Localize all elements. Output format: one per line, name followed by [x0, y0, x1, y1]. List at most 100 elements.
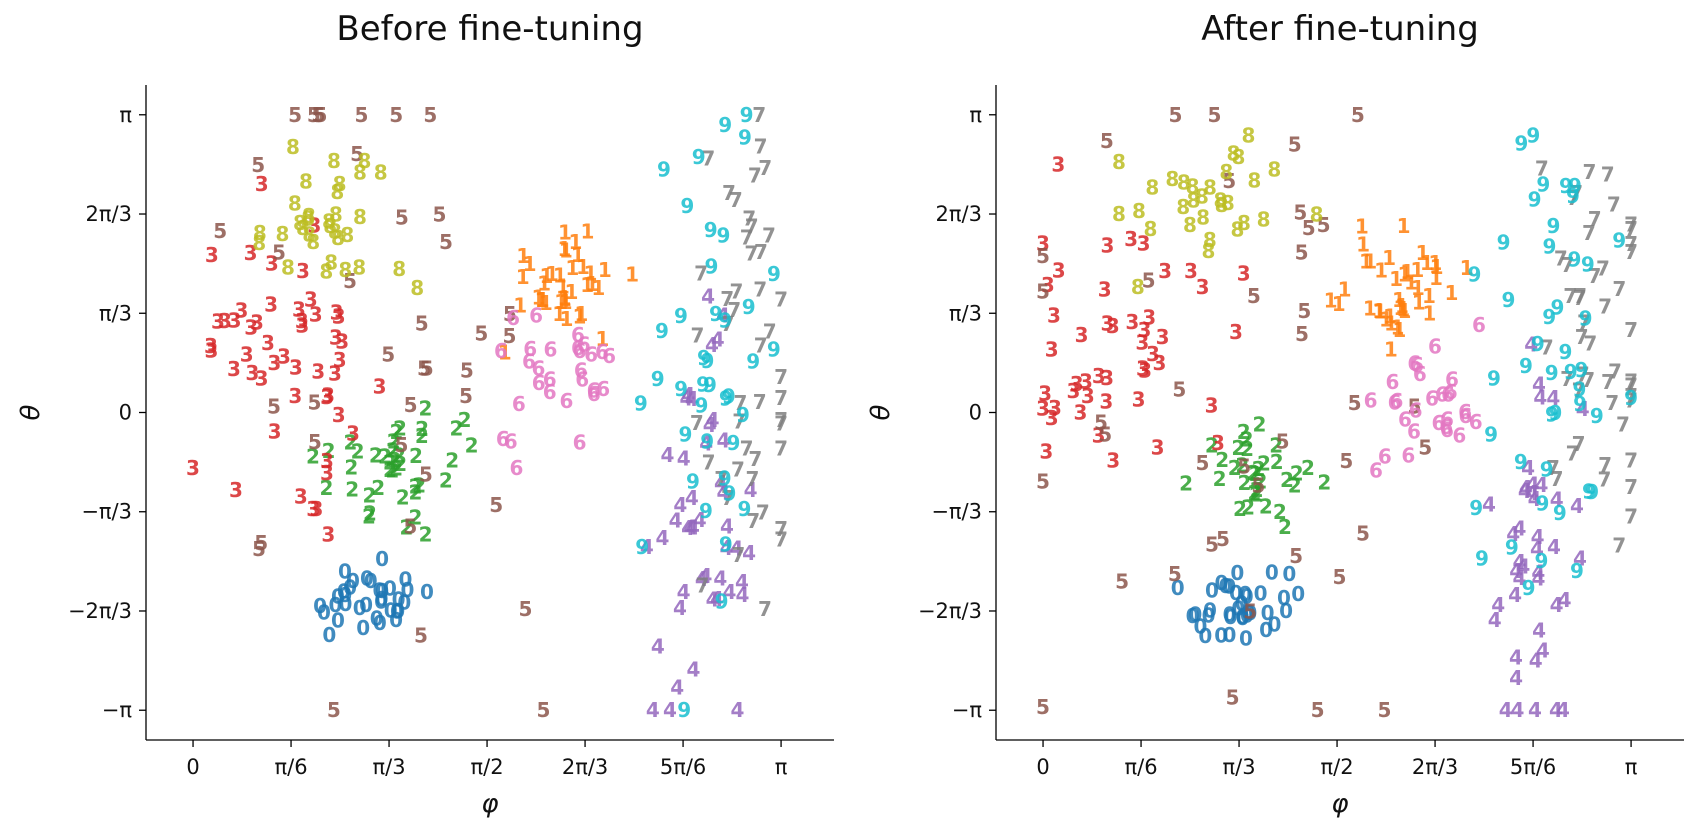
point-digit-4: 4 — [670, 676, 684, 700]
point-digit-5: 5 — [414, 624, 428, 648]
point-digit-9: 9 — [1522, 576, 1536, 600]
point-digit-4: 4 — [706, 588, 720, 612]
point-digit-0: 0 — [328, 593, 342, 617]
point-digit-3: 3 — [1137, 231, 1151, 255]
point-digit-2: 2 — [386, 439, 400, 463]
point-digit-4: 4 — [1549, 698, 1563, 722]
point-digit-3: 3 — [245, 361, 259, 385]
point-digit-5: 5 — [395, 206, 409, 230]
point-digit-7: 7 — [1624, 213, 1638, 237]
point-digit-1: 1 — [523, 252, 537, 276]
point-digit-1: 1 — [1396, 297, 1410, 321]
point-digit-3: 3 — [292, 298, 306, 322]
point-digit-1: 1 — [558, 221, 572, 245]
point-digit-5: 5 — [1407, 395, 1421, 419]
point-digit-7: 7 — [774, 528, 788, 552]
point-digit-6: 6 — [512, 392, 526, 416]
point-digit-9: 9 — [1612, 228, 1626, 252]
point-digit-9: 9 — [767, 337, 781, 361]
point-digit-1: 1 — [595, 327, 609, 351]
point-digit-7: 7 — [748, 164, 762, 188]
point-digit-8: 8 — [1187, 189, 1201, 213]
point-digit-0: 0 — [1254, 582, 1268, 606]
point-digit-8: 8 — [353, 161, 367, 185]
point-digit-5: 5 — [213, 219, 227, 243]
point-digit-6: 6 — [587, 379, 601, 403]
point-digit-7: 7 — [720, 287, 734, 311]
point-digit-7: 7 — [1598, 295, 1612, 319]
point-digit-6: 6 — [506, 306, 520, 330]
point-digit-5: 5 — [1348, 391, 1362, 415]
point-digit-1: 1 — [1460, 256, 1474, 280]
point-digit-5: 5 — [251, 153, 265, 177]
point-digit-4: 4 — [1482, 493, 1496, 517]
point-digit-9: 9 — [1582, 479, 1596, 503]
point-digit-6: 6 — [573, 431, 587, 455]
point-digit-7: 7 — [748, 447, 762, 471]
point-digit-6: 6 — [1441, 383, 1455, 407]
point-digit-3: 3 — [332, 304, 346, 328]
chart-title: After fine-tuning — [1201, 9, 1479, 49]
point-digit-2: 2 — [1213, 467, 1227, 491]
point-digit-0: 0 — [337, 580, 351, 604]
point-digit-3: 3 — [320, 385, 334, 409]
point-digit-0: 0 — [390, 599, 404, 623]
point-digit-0: 0 — [1259, 618, 1273, 642]
point-digit-7: 7 — [1582, 221, 1596, 245]
point-digit-3: 3 — [211, 310, 225, 334]
point-digit-5: 5 — [419, 462, 433, 486]
point-digit-2: 2 — [362, 483, 376, 507]
point-digit-8: 8 — [275, 222, 289, 246]
point-digit-1: 1 — [536, 288, 550, 312]
point-digit-4: 4 — [719, 536, 733, 560]
point-digit-5: 5 — [1098, 423, 1112, 447]
point-digit-5: 5 — [1237, 454, 1251, 478]
point-digit-5: 5 — [272, 240, 286, 264]
point-digit-3: 3 — [1074, 400, 1088, 424]
point-digit-7: 7 — [729, 280, 743, 304]
point-digit-9: 9 — [1505, 535, 1519, 559]
point-digit-9: 9 — [677, 698, 691, 722]
point-digit-9: 9 — [736, 403, 750, 427]
point-digit-9: 9 — [1528, 188, 1542, 212]
point-digit-2: 2 — [386, 458, 400, 482]
point-digit-5: 5 — [1351, 103, 1365, 127]
point-digit-9: 9 — [699, 499, 713, 523]
point-digit-4: 4 — [730, 698, 744, 722]
point-digit-1: 1 — [1422, 301, 1436, 325]
point-digit-1: 1 — [1383, 304, 1397, 328]
point-digit-0: 0 — [1291, 582, 1305, 606]
point-digit-6: 6 — [1452, 423, 1466, 447]
point-digit-6: 6 — [1469, 410, 1483, 434]
point-digit-4: 4 — [693, 508, 707, 532]
point-digit-1: 1 — [1400, 260, 1414, 284]
point-digit-8: 8 — [322, 210, 336, 234]
point-digit-8: 8 — [374, 160, 388, 184]
point-digit-1: 1 — [1393, 296, 1407, 320]
point-digit-7: 7 — [774, 288, 788, 312]
point-digit-7: 7 — [1624, 384, 1638, 408]
point-digit-0: 0 — [1186, 604, 1200, 628]
point-digit-3: 3 — [333, 348, 347, 372]
point-digit-8: 8 — [340, 223, 354, 247]
point-digit-8: 8 — [1183, 213, 1197, 237]
point-digit-0: 0 — [398, 568, 412, 592]
point-digit-4: 4 — [742, 541, 756, 565]
x-tick-label: π/2 — [1321, 755, 1354, 779]
point-digit-7: 7 — [701, 146, 715, 170]
point-digit-2: 2 — [1228, 456, 1242, 480]
chart-title: Before fine-tuning — [336, 9, 643, 49]
point-digit-9: 9 — [1568, 248, 1582, 272]
point-digit-4: 4 — [1509, 559, 1523, 583]
point-digit-1: 1 — [552, 302, 566, 326]
point-digit-5: 5 — [1276, 430, 1290, 454]
point-digit-8: 8 — [302, 204, 316, 228]
point-digit-6: 6 — [584, 343, 598, 367]
point-digit-3: 3 — [1205, 394, 1219, 418]
point-digit-0: 0 — [1236, 605, 1250, 629]
point-digit-7: 7 — [774, 408, 788, 432]
point-digit-5: 5 — [537, 698, 551, 722]
point-digit-4: 4 — [679, 387, 693, 411]
point-digit-4: 4 — [744, 478, 758, 502]
point-digit-3: 3 — [1158, 259, 1172, 283]
